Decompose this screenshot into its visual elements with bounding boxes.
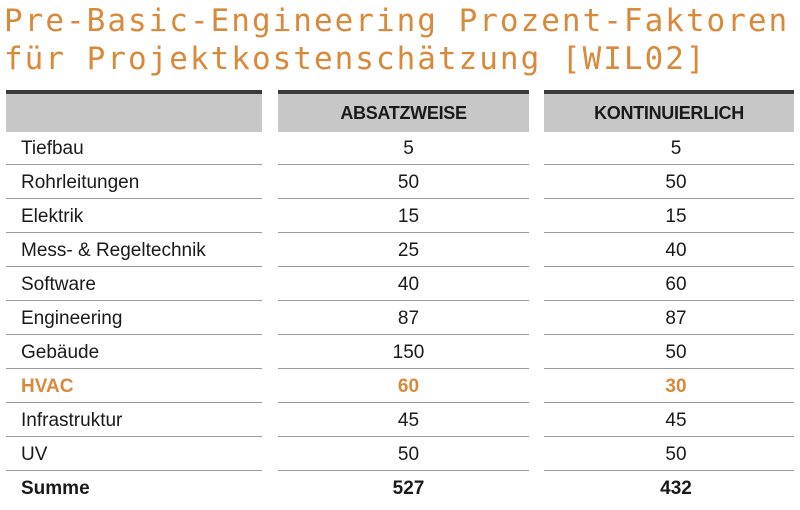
page-title: Pre-Basic-Engineering Prozent-Faktoren f… [4, 2, 798, 78]
row-label: HVAC [6, 370, 262, 403]
value-absatzweise: 87 [278, 302, 529, 335]
row-label: Gebäude [6, 336, 262, 369]
column-header-absatzweise: ABSATZWEISE [278, 90, 529, 132]
value-kontinuierlich: 50 [544, 438, 794, 471]
table-row-rohrleitungen: Rohrleitungen 50 50 [0, 166, 800, 200]
value-kontinuierlich: 5 [544, 132, 794, 165]
row-label: Rohrleitungen [6, 166, 262, 199]
table-row-uv: UV 50 50 [0, 438, 800, 472]
table-row-summe: Summe 527 432 [0, 472, 800, 506]
value-kontinuierlich: 30 [544, 370, 794, 403]
value-kontinuierlich: 15 [544, 200, 794, 233]
column-header-label [6, 90, 262, 132]
row-label: Mess- & Regeltechnik [6, 234, 262, 267]
value-kontinuierlich: 432 [660, 478, 692, 499]
table-row-elektrik: Elektrik 15 15 [0, 200, 800, 234]
value-absatzweise: 25 [278, 234, 529, 267]
value-absatzweise: 150 [278, 336, 529, 369]
value-absatzweise: 527 [392, 478, 425, 499]
table-row-tiefbau: Tiefbau 5 5 [0, 132, 800, 166]
value-kontinuierlich: 40 [544, 234, 794, 267]
value-kontinuierlich: 50 [544, 166, 794, 199]
row-label: Software [6, 268, 262, 301]
value-absatzweise: 50 [278, 166, 529, 199]
value-absatzweise: 50 [278, 438, 529, 471]
table-row-engineering: Engineering 87 87 [0, 302, 800, 336]
table-row-mess-regeltechnik: Mess- & Regeltechnik 25 40 [0, 234, 800, 268]
table-row-gebaeude: Gebäude 150 50 [0, 336, 800, 370]
row-label: Tiefbau [6, 132, 262, 165]
value-absatzweise: 40 [278, 268, 529, 301]
table-row-infrastruktur: Infrastruktur 45 45 [0, 404, 800, 438]
title-line-2: für Projektkostenschätzung [WIL02] [4, 41, 707, 77]
row-label: UV [6, 438, 262, 471]
row-label: Engineering [6, 302, 262, 335]
value-kontinuierlich: 60 [544, 268, 794, 301]
table-row-software: Software 40 60 [0, 268, 800, 302]
table-row-hvac: HVAC 60 30 [0, 370, 800, 404]
value-kontinuierlich: 45 [544, 404, 794, 437]
column-header-kontinuierlich: KONTINUIERLICH [544, 90, 794, 132]
value-absatzweise: 15 [278, 200, 529, 233]
value-kontinuierlich: 87 [544, 302, 794, 335]
value-kontinuierlich: 50 [544, 336, 794, 369]
value-absatzweise: 60 [278, 370, 529, 403]
value-absatzweise: 5 [278, 132, 529, 165]
row-label: Infrastruktur [6, 404, 262, 437]
table-body: Tiefbau 5 5 Rohrleitungen 50 50 Elektrik… [0, 132, 800, 506]
title-line-1: Pre-Basic-Engineering Prozent-Faktoren [4, 3, 790, 39]
value-absatzweise: 45 [278, 404, 529, 437]
row-label: Elektrik [6, 200, 262, 233]
row-label: Summe [21, 478, 90, 499]
